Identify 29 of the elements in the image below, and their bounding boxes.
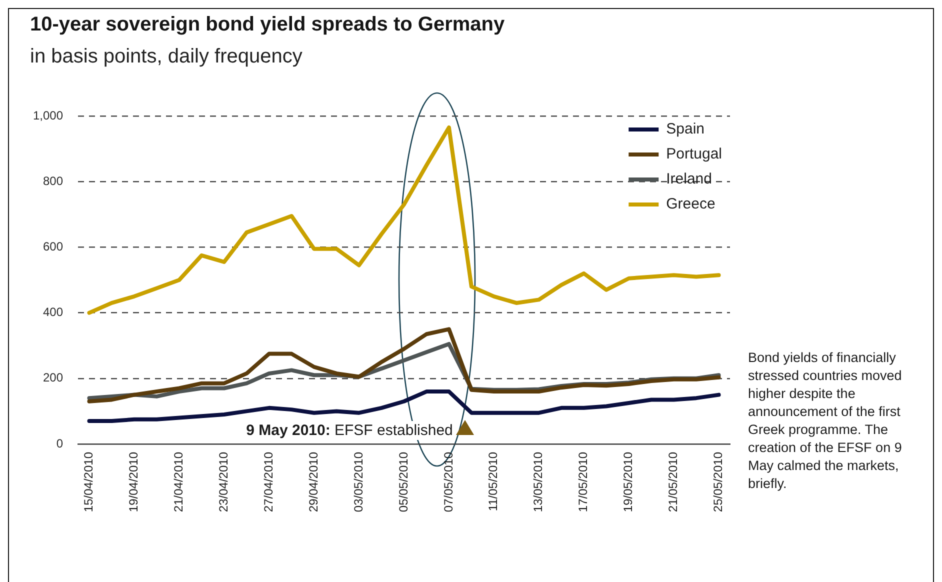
legend-label: Ireland — [666, 170, 712, 188]
x-tick-label: 15/04/2010 — [82, 452, 96, 512]
x-tick-label: 17/05/2010 — [576, 452, 590, 512]
y-tick-label: 1,000 — [32, 108, 64, 122]
x-tick-label: 03/05/2010 — [351, 452, 366, 512]
x-tick-label: 25/05/2010 — [711, 452, 726, 512]
x-tick-label: 19/04/2010 — [126, 452, 141, 512]
x-tick-label: 11/05/2010 — [486, 452, 500, 512]
x-tick-label: 21/05/2010 — [666, 452, 680, 512]
y-tick-label: 200 — [42, 370, 64, 385]
legend-label: Greece — [666, 196, 716, 213]
y-tick-label: 600 — [42, 240, 64, 254]
chart-title: 10-year sovereign bond yield spreads to Germany — [30, 14, 506, 36]
legend-label: Spain — [666, 120, 705, 138]
annotation: 9 May 2010: EFSF established — [246, 422, 453, 439]
x-tick-label: 07/05/2010 — [441, 452, 456, 512]
chart-subtitle: in basis points, daily frequency — [30, 46, 302, 68]
x-tick-label: 05/05/2010 — [396, 452, 410, 512]
y-tick-label: 0 — [56, 436, 64, 450]
x-tick-label: 29/04/2010 — [306, 452, 320, 512]
x-tick-label: 23/04/2010 — [216, 452, 230, 512]
x-tick-label: 21/04/2010 — [171, 452, 186, 512]
y-tick-label: 400 — [42, 305, 64, 320]
x-tick-label: 13/05/2010 — [531, 452, 546, 512]
x-tick-label: 19/05/2010 — [621, 452, 636, 512]
legend-label: Portugal — [666, 146, 722, 163]
y-tick-label: 800 — [42, 174, 64, 188]
text: Bond yields of financially stressed countries moved higher despite the announcement of the first Greek programme. The creation of the EFSF on 9 May calmed the markets, briefly. — [748, 349, 903, 493]
x-tick-label: 27/04/2010 — [261, 452, 276, 512]
